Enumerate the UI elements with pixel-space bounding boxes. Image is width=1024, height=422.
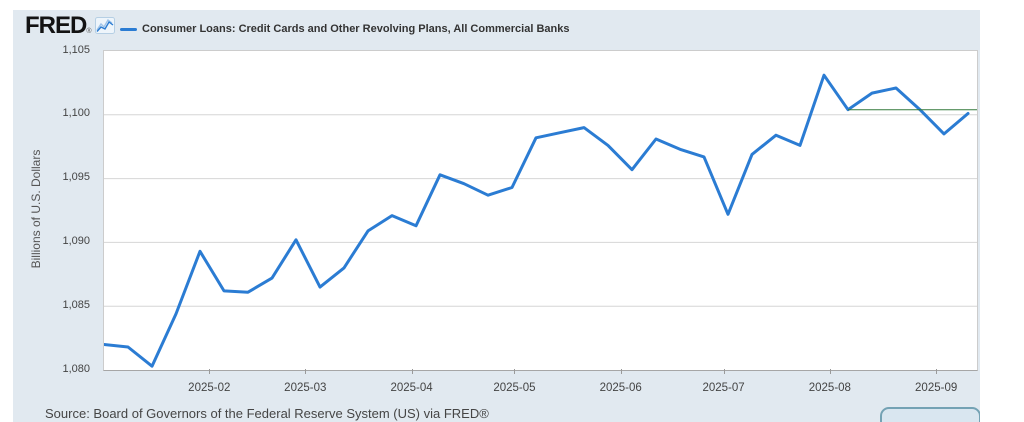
- x-tick-mark: [411, 369, 413, 374]
- footer-button-partial[interactable]: [880, 407, 980, 422]
- y-tick-label: 1,090: [62, 234, 90, 247]
- x-tick-mark: [305, 369, 307, 374]
- line-chart[interactable]: [104, 51, 977, 370]
- y-tick-label: 1,095: [62, 171, 90, 184]
- legend-series-label[interactable]: Consumer Loans: Credit Cards and Other R…: [142, 23, 570, 35]
- x-tick-label: 2025-02: [188, 382, 231, 394]
- x-tick-mark: [723, 369, 725, 374]
- x-tick-mark: [209, 369, 211, 374]
- legend-line-swatch: [120, 28, 137, 31]
- source-attribution: Source: Board of Governors of the Federa…: [45, 406, 489, 421]
- registered-mark: ®: [86, 28, 91, 35]
- x-tick-label: 2025-06: [599, 382, 642, 394]
- x-tick-mark: [936, 369, 938, 374]
- y-tick-label: 1,105: [62, 43, 90, 56]
- x-tick-label: 2025-05: [493, 382, 536, 394]
- fred-logo: FRED®: [25, 12, 92, 39]
- x-tick-label: 2025-07: [702, 382, 745, 394]
- plot-area[interactable]: [103, 50, 978, 371]
- x-tick-mark: [620, 369, 622, 374]
- y-tick-label: 1,080: [62, 362, 90, 375]
- fred-chart-container: FRED® Consumer Loans: Credit Cards and O…: [13, 10, 980, 422]
- series-line: [104, 73, 970, 368]
- y-tick-label: 1,085: [62, 298, 90, 311]
- y-tick-label: 1,100: [62, 107, 90, 120]
- x-tick-label: 2025-08: [808, 382, 851, 394]
- x-tick-mark: [829, 369, 831, 374]
- x-tick-mark: [514, 369, 516, 374]
- y-axis-title: Billions of U.S. Dollars: [29, 149, 43, 269]
- x-tick-label: 2025-09: [915, 382, 958, 394]
- x-tick-label: 2025-03: [284, 382, 327, 394]
- fred-sparkline-icon: [95, 17, 115, 34]
- x-tick-label: 2025-04: [390, 382, 433, 394]
